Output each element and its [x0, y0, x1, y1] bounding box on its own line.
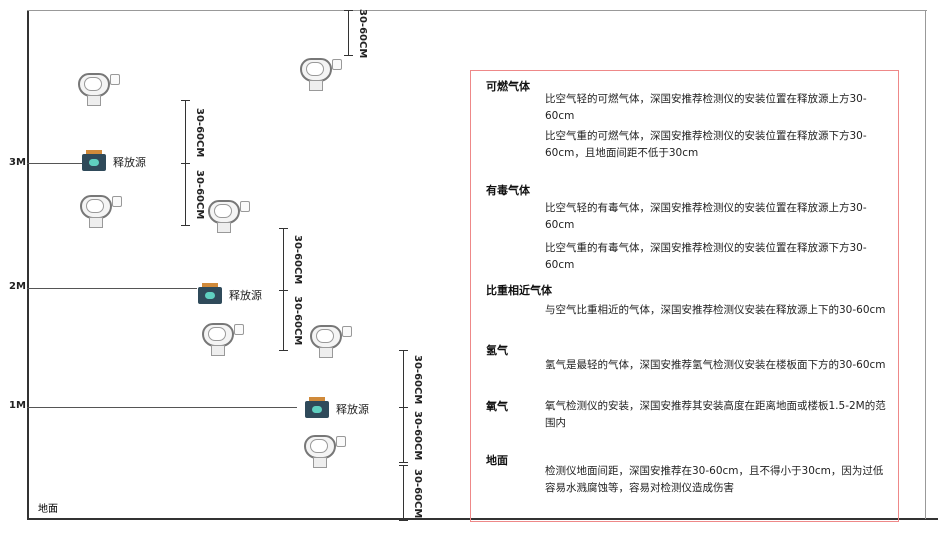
release-source-icon [198, 283, 222, 305]
note-text: 比空气重的有毒气体，深国安推荐检测仪的安装位置在释放源下方30-60cm [545, 242, 867, 271]
dimension-line [283, 290, 284, 350]
dimension-line [283, 228, 284, 290]
gas-detector-icon [80, 195, 122, 228]
gas-detector-icon [300, 58, 342, 91]
note-text: 氢气是最轻的气体，深国安推荐氢气检测仪安装在楼板面下方的30-60cm [545, 359, 886, 371]
level-3m: 3M [9, 157, 26, 168]
note-text: 比空气轻的有毒气体，深国安推荐检测仪的安装位置在释放源上方30-60cm [545, 202, 867, 231]
frame-bottom [27, 518, 938, 520]
dimension-line [403, 465, 404, 520]
dimension-tick [399, 465, 408, 466]
note-text: 氧气检测仪的安装，深国安推荐其安装高度在距离地面或楼板1.5-2M的范围内 [545, 400, 886, 429]
note-title: 地面 [486, 454, 508, 467]
ground-label: 地面 [38, 504, 58, 515]
dimension-label: 30-60CM [412, 410, 423, 460]
note-title: 有毒气体 [486, 184, 530, 197]
dimension-line [403, 407, 404, 462]
dimension-label: 30-60CM [194, 170, 205, 220]
dimension-line [348, 10, 349, 55]
dimension-tick [399, 520, 408, 521]
dimension-tick [399, 350, 408, 351]
note-title: 氢气 [486, 344, 508, 357]
note-text: 检测仪地面间距，深国安推荐在30-60cm，且不得小于30cm，因为过低容易水溅… [545, 465, 884, 494]
dimension-line [185, 100, 186, 163]
level-2m-line [27, 288, 197, 289]
release-source-icon [82, 150, 106, 172]
level-3m-line [27, 163, 82, 164]
frame-left [27, 10, 29, 519]
dimension-label: 30-60CM [292, 296, 303, 346]
dimension-tick [181, 163, 190, 164]
dimension-label: 30-60CM [292, 235, 303, 285]
frame-top [27, 10, 927, 11]
dimension-label: 30-60CM [412, 468, 423, 518]
dimension-line [185, 163, 186, 225]
release-source-icon [305, 397, 329, 419]
gas-detector-icon [208, 200, 250, 233]
note-text: 比空气轻的可燃气体，深国安推荐检测仪的安装位置在释放源上方30-60cm [545, 93, 867, 122]
dimension-label: 30-60CM [412, 354, 423, 404]
dimension-tick [344, 10, 353, 11]
dimension-label: 30-60CM [357, 8, 368, 58]
notes-panel [470, 70, 899, 522]
frame-right [925, 10, 926, 519]
dimension-tick [344, 55, 353, 56]
gas-detector-icon [202, 323, 244, 356]
level-1m-line [27, 407, 297, 408]
note-text: 比空气重的可燃气体，深国安推荐检测仪的安装位置在释放源下方30-60cm，且地面… [545, 130, 867, 159]
gas-detector-icon [310, 325, 352, 358]
gas-detector-icon [304, 435, 346, 468]
release-source-label: 释放源 [113, 156, 146, 169]
dimension-tick [181, 100, 190, 101]
note-title: 氧气 [486, 400, 508, 413]
note-title: 可燃气体 [486, 80, 530, 93]
gas-detector-icon [78, 73, 120, 106]
dimension-label: 30-60CM [194, 107, 205, 157]
note-title: 比重相近气体 [486, 284, 552, 297]
dimension-tick [181, 225, 190, 226]
dimension-tick [399, 407, 408, 408]
dimension-tick [279, 290, 288, 291]
release-source-label: 释放源 [336, 403, 369, 416]
dimension-line [403, 350, 404, 407]
note-text: 与空气比重相近的气体，深国安推荐检测仪安装在释放源上下的30-60cm [545, 304, 886, 316]
dimension-tick [399, 462, 408, 463]
dimension-tick [279, 350, 288, 351]
level-1m: 1M [9, 400, 26, 411]
release-source-label: 释放源 [229, 289, 262, 302]
dimension-tick [279, 228, 288, 229]
level-2m: 2M [9, 281, 26, 292]
